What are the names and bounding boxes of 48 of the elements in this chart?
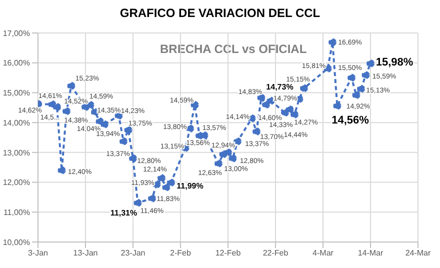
point <box>134 198 142 207</box>
data-label: 11,99% <box>176 181 204 190</box>
point <box>234 137 242 146</box>
point <box>214 159 222 168</box>
point <box>53 103 61 112</box>
y-tick-label: 16,00% <box>2 58 30 68</box>
point <box>300 84 308 92</box>
y-tick-label: 11,00% <box>3 208 30 217</box>
y-tick-label: 13,00% <box>2 148 30 158</box>
point <box>228 154 237 162</box>
point <box>186 124 194 133</box>
y-tick-label: 15,00% <box>2 88 30 98</box>
point <box>129 154 137 162</box>
point <box>120 137 128 146</box>
x-tick-label: 13-Jan <box>73 248 98 258</box>
x-tick-label: 24-Mar <box>405 248 432 258</box>
x-tick-label: 3-Jan <box>28 248 48 258</box>
x-tick-label: 4-Mar <box>312 248 334 258</box>
point <box>286 105 294 114</box>
x-tick-label: 12-Feb <box>215 248 242 258</box>
data-label: 14,73% <box>266 82 294 92</box>
text: BRECHA CCL vs OFICIAL <box>160 42 307 56</box>
point <box>158 174 166 182</box>
point <box>252 128 260 136</box>
point <box>262 100 270 109</box>
point <box>124 126 132 134</box>
chart-title: GRAFICO DE VARIACION DEL CCL <box>118 6 322 20</box>
data-label: 11,31% <box>110 208 138 218</box>
y-tick-label: 12,00% <box>2 178 30 188</box>
point <box>148 194 156 202</box>
point <box>58 166 66 174</box>
data-label: 14,56% <box>332 114 370 127</box>
y-tick-label: 17,00% <box>2 28 30 38</box>
x-tick-label: 23-Jan <box>120 248 146 258</box>
data-label: 15,98% <box>376 56 414 68</box>
x-tick-label: 14-Mar <box>358 248 384 258</box>
point <box>281 108 289 117</box>
x-tick-label: 22-Feb <box>262 248 289 258</box>
point <box>100 120 108 128</box>
point <box>62 107 70 116</box>
point <box>162 183 170 192</box>
x-tick-label: 2-Feb <box>170 248 192 258</box>
point <box>224 148 232 156</box>
point <box>167 178 175 187</box>
point <box>67 82 76 90</box>
point <box>290 110 298 119</box>
y-tick-label: 10,00% <box>2 238 30 247</box>
y-tick-label: 14,00% <box>2 118 30 128</box>
